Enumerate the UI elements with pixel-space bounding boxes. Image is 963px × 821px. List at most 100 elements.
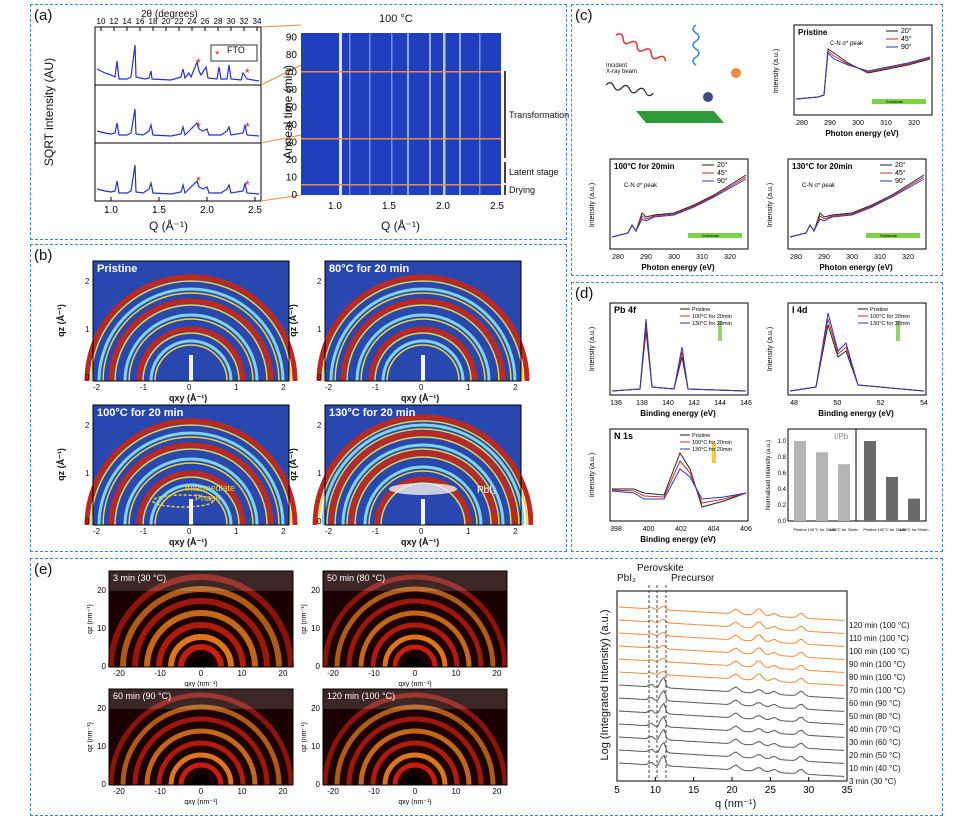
binding-energy-label: Binding energy (eV)	[640, 535, 716, 544]
nexafs-legend: 20°	[895, 161, 906, 169]
binding-energy-tick: 400	[643, 526, 655, 533]
xps-legend: 130°C for 20min	[692, 321, 732, 327]
panel-c-label: (c)	[575, 7, 593, 24]
time-map-1: 50 min (80 °C) -20 -10 0 10 20 0 10 20 qxy (nm⁻¹)…	[301, 570, 508, 687]
map-streaks	[301, 33, 501, 195]
qxy-nm-tick: 20	[279, 669, 288, 678]
binding-energy-tick: 136	[610, 400, 622, 407]
cn-peak-label: C-N σ* peak	[624, 183, 658, 189]
log-intensity-label: Log (Integrated Intensity) (a.u.)	[599, 609, 611, 761]
bar-category: Pristine	[793, 527, 807, 532]
nexafs-ylabel: Intensity (a.u.)	[773, 49, 780, 93]
qz-tick: 2	[317, 277, 322, 286]
map-y-tick-label: 10	[286, 173, 298, 184]
giwaxs-image-2	[84, 404, 298, 526]
nexafs-legend: 20°	[717, 161, 728, 169]
qz-nm-label: qz (nm⁻¹)	[301, 722, 308, 752]
map-y-tick-label: 0	[291, 190, 297, 201]
xps-plot-1: 48 50 52 54 Binding energy (eV) Intensity (a.…	[767, 302, 928, 418]
bar-category: 100°C for 20min	[878, 527, 907, 532]
photon-energy-label: Photon energy (eV)	[825, 129, 899, 138]
bar-ylabel: Normalised Intensity (a.u.)	[766, 440, 772, 510]
qxy-nm-tick: 0	[199, 669, 204, 678]
sqrt-intensity-label: SQRT intensity (AU)	[42, 57, 56, 167]
map-y-tick-label: 50	[286, 103, 298, 114]
xps-legend: Pristine	[692, 433, 710, 439]
map-x-ticks: 1.0 1.5 2.0 2.5	[328, 201, 504, 212]
top-tick-label: 22	[175, 17, 184, 26]
qz-label: qz (Å⁻¹)	[55, 448, 66, 481]
qxy-tick: -2	[93, 383, 101, 392]
xps-ylabel: Intensity (a.u.)	[589, 327, 596, 371]
giwaxs-title-3: 130°C for 20 min	[329, 407, 416, 419]
bar	[864, 441, 876, 521]
curve-label: 3 min (30 °C)	[849, 777, 897, 786]
map-q-label: Q (Å⁻¹)	[381, 219, 420, 233]
top-tick-label: 16	[136, 17, 145, 26]
qz-tick: 0	[317, 517, 322, 526]
xps-title: I 4d	[792, 305, 808, 315]
photon-energy-tick: 290	[824, 120, 836, 127]
binding-energy-label: Binding energy (eV)	[818, 409, 894, 418]
nexafs-plot-2: 280 290 300 310 320 Photon energy (eV) Intensi…	[767, 158, 927, 272]
qxy-tick: -2	[325, 383, 333, 392]
electron-icon	[731, 68, 741, 78]
connector-lines	[260, 24, 302, 202]
qxy-nm-label: qxy (nm⁻¹)	[184, 799, 217, 805]
qz-nm-tick: 0	[102, 662, 107, 671]
qxy-tick: -1	[372, 383, 380, 392]
giwaxs-image-3	[312, 404, 533, 526]
map-title: 100 °C	[379, 13, 413, 25]
nexafs-legend: 90°	[895, 177, 906, 185]
qxy-nm-tick: 10	[452, 669, 461, 678]
qxy-nm-tick: -20	[113, 669, 125, 678]
time-map-3: 120 min (100 °C) -20 -10 0 10 20 0 10 20 qxy (nm⁻…	[301, 688, 508, 805]
panel-c: (c) Incident X-ray beam 280 290 300 310 320 Ph…	[571, 4, 943, 276]
nexafs-title: 100°C for 20min	[614, 162, 675, 171]
curve-label: 70 min (100 °C)	[849, 686, 906, 695]
photon-energy-label: Photon energy (eV)	[641, 263, 715, 272]
top-tick-label: 26	[201, 17, 210, 26]
qxy-nm-tick: 20	[493, 787, 502, 796]
qxy-nm-tick: 10	[238, 787, 247, 796]
qz-nm-tick: 20	[97, 704, 106, 713]
normalised-intensity-bar-chart: 0.0 0.2 0.4 0.6 0.8 1.0 Normalised Intensity (…	[766, 428, 928, 532]
bar	[838, 464, 850, 521]
qz-nm-tick: 0	[316, 780, 321, 789]
qxy-nm-tick: 0	[199, 787, 204, 796]
qz-tick: 0	[317, 373, 322, 382]
nexafs-legend: 45°	[895, 169, 906, 177]
panel-a: * * * * * * * 10 12 14 16 18 20 22 24 26 28 30 32 34…	[30, 4, 569, 240]
top-tick-label: 28	[214, 17, 223, 26]
qxy-tick: 0	[187, 527, 192, 536]
qxy-tick: 1	[466, 383, 471, 392]
qxy-nm-label: qxy (nm⁻¹)	[398, 799, 431, 805]
qxy-nm-tick: 10	[238, 669, 247, 678]
qxy-nm-tick: -10	[154, 669, 166, 678]
panel-d-label: (d)	[575, 285, 594, 302]
qxy-nm-tick: 0	[413, 787, 418, 796]
fto-legend-box	[210, 44, 258, 62]
qxy-tick: 0	[187, 383, 192, 392]
qxy-nm-tick: -20	[327, 669, 339, 678]
qxy-nm-tick: 20	[493, 669, 502, 678]
qxy-tick: 1	[234, 383, 239, 392]
photon-energy-tick: 290	[640, 254, 652, 261]
binding-energy-tick: 50	[833, 400, 841, 407]
nexafs-legend: 90°	[717, 177, 728, 185]
photon-energy-tick: 280	[612, 254, 624, 261]
xps-ylabel: Intensity (a.u.)	[767, 327, 774, 371]
bar-y-tick: 0.6	[778, 471, 787, 477]
bar	[816, 452, 828, 521]
qz-nm-label: qz (nm⁻¹)	[87, 604, 94, 634]
binding-energy-tick: 52	[877, 400, 885, 407]
xps-plot-0: 136 138 140 142 144 146 Binding energy (eV) Int…	[589, 302, 752, 418]
intensity-curve	[618, 728, 845, 751]
top-tick-label: 14	[123, 17, 132, 26]
marker-pbi2: PbI₂	[617, 573, 636, 584]
qxy-label: qxy (Å⁻¹)	[401, 393, 440, 403]
x-tick-label: 2.5	[248, 205, 262, 216]
xps-legend: 100°C for 20min	[692, 314, 732, 320]
photon-energy-tick: 310	[880, 120, 892, 127]
top-tick-label: 18	[149, 17, 158, 26]
